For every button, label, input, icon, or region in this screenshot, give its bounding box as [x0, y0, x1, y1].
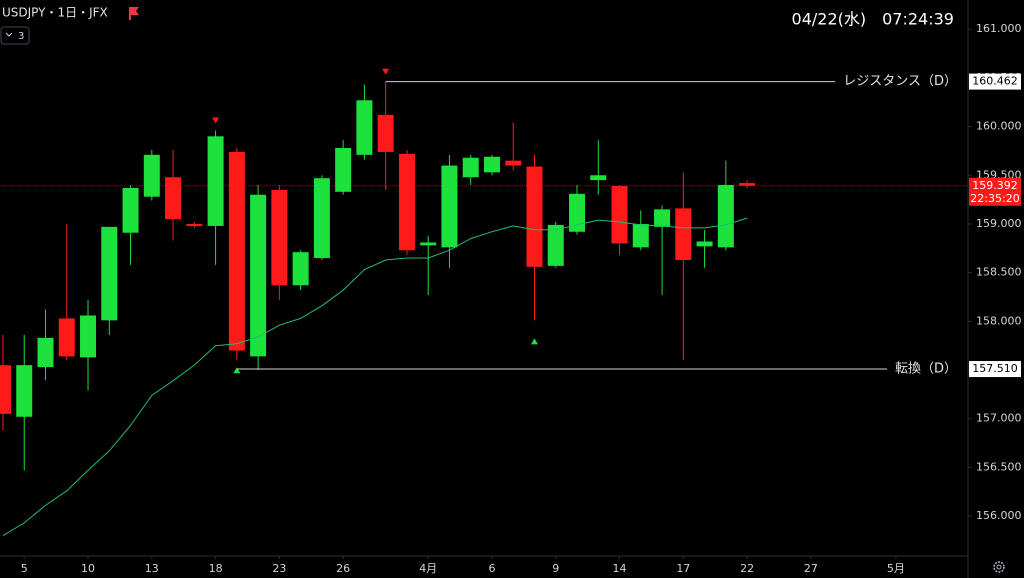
signal-down — [382, 68, 390, 75]
y-tick-label: 158.500 — [976, 266, 1022, 279]
candle-body — [654, 209, 671, 227]
x-tick-label: 6 — [488, 562, 495, 575]
y-tick-label: 156.500 — [976, 460, 1022, 473]
candle-body — [675, 208, 692, 260]
clock: 04/22(水) 07:24:39 — [792, 10, 954, 29]
indicator-count: 3 — [18, 31, 24, 42]
candle-body — [611, 185, 628, 244]
candle-body — [292, 252, 309, 286]
candle-body — [250, 194, 267, 357]
x-tick-label: 5月 — [887, 562, 905, 575]
x-tick-label: 13 — [145, 562, 159, 575]
candle-body — [58, 318, 75, 357]
candle-body — [526, 166, 543, 267]
level-price-box — [969, 361, 1021, 378]
x-tick-label: 14 — [613, 562, 627, 575]
y-tick-label: 160.000 — [976, 120, 1022, 133]
level-name: レジスタンス（D） — [843, 74, 957, 89]
candle-body — [313, 178, 330, 259]
y-tick-label: 159.000 — [976, 217, 1022, 230]
candle-body — [590, 175, 607, 181]
x-tick-label: 17 — [676, 562, 690, 575]
x-tick-label: 10 — [81, 562, 95, 575]
symbol-title: USDJPY・1日・JFX — [2, 6, 108, 20]
x-tick-label: 4月 — [419, 562, 437, 575]
last-price-label: 159.392 — [972, 179, 1018, 192]
candle-body — [143, 154, 160, 197]
level-name: 転換（D） — [895, 362, 957, 377]
candle-body — [228, 151, 245, 351]
candle-body — [165, 177, 182, 220]
x-tick-label: 26 — [336, 562, 350, 575]
x-tick-label: 9 — [552, 562, 559, 575]
candle-body — [398, 153, 415, 251]
candle-body — [483, 156, 500, 173]
level-price-label: 160.462 — [972, 75, 1018, 88]
candle-body — [80, 315, 97, 358]
candle-body — [441, 165, 458, 248]
plot: レジスタンス（D） 転換（D） — [0, 68, 968, 537]
candle-body — [569, 193, 586, 232]
y-tick-label: 161.000 — [976, 22, 1022, 35]
candle-body — [101, 226, 118, 321]
candle-body — [632, 223, 649, 248]
level-price-box — [969, 73, 1021, 90]
candle-body — [122, 187, 139, 233]
signal-down — [212, 117, 220, 124]
candle-body — [37, 337, 54, 368]
signal-up — [530, 338, 538, 345]
indicator-toggle[interactable]: 3 — [0, 26, 30, 45]
candle-body — [547, 224, 564, 266]
y-tick-label: 157.000 — [976, 412, 1022, 425]
countdown-label: 22:35:20 — [970, 192, 1019, 205]
candle-body — [356, 100, 373, 155]
level-price-label: 157.510 — [972, 362, 1018, 375]
y-tick-label: 158.000 — [976, 314, 1022, 327]
candle-body — [717, 185, 734, 248]
candle-body — [739, 183, 756, 186]
x-tick-label: 5 — [21, 562, 28, 575]
candle-body — [186, 223, 203, 226]
flag-icon[interactable] — [129, 7, 139, 20]
y-tick-label: 156.000 — [976, 509, 1022, 522]
candle-body — [505, 160, 522, 166]
moving-average — [2, 217, 748, 537]
x-tick-label: 18 — [209, 562, 223, 575]
x-tick-label: 22 — [740, 562, 754, 575]
candle-body — [462, 157, 479, 178]
candle-body — [207, 136, 224, 226]
candle-body — [271, 189, 288, 286]
settings-icon[interactable] — [993, 561, 1005, 573]
x-tick-label: 23 — [272, 562, 286, 575]
candle-body — [420, 242, 437, 246]
x-tick-label: 27 — [804, 562, 818, 575]
last-price-box — [969, 177, 1021, 206]
candle-body — [0, 365, 11, 414]
candle-body — [335, 148, 352, 192]
signal-up — [233, 367, 241, 374]
candle-body — [696, 241, 713, 247]
candle-body — [16, 365, 33, 417]
candle-body — [377, 114, 394, 152]
